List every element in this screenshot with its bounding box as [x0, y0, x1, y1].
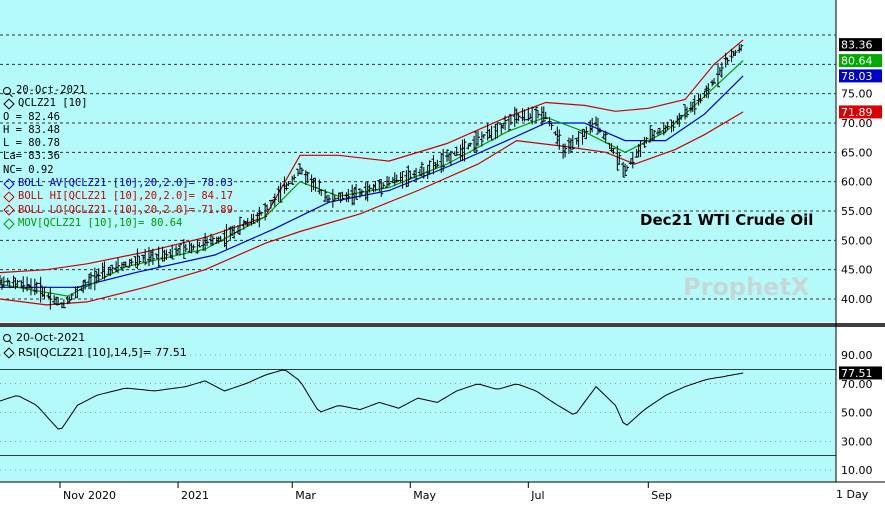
diamond-icon [3, 204, 15, 216]
readout-open-text: O = 82.46 [3, 110, 60, 123]
readout-low: L = 80.78 [3, 137, 233, 150]
readout-high: H = 83.48 [3, 124, 233, 137]
magnifier-icon [3, 86, 11, 95]
chart-title: Dec21 WTI Crude Oil [640, 211, 814, 229]
price-badge-label: 80.64 [841, 55, 873, 68]
series-line-lo [0, 111, 744, 306]
time-tick-label: Jul [530, 489, 544, 502]
diamond-icon [3, 217, 15, 230]
rsi-badge-label: 77.51 [841, 367, 873, 380]
time-tick-label: Nov 2020 [63, 489, 116, 502]
time-tick-label: Mar [295, 489, 316, 502]
readout-open: O = 82.46 [3, 111, 233, 124]
readout-boll-av-text: BOLL AV[QCLZ21 [10],20,2.0]= 78.03 [18, 177, 233, 190]
rsi-readout: 20-Oct-2021 RSI[QCLZ21 [10],14,5]= 77.51 [3, 331, 187, 360]
diamond-icon [3, 347, 15, 359]
readout-symbol-row: QCLZ21 [10] [3, 97, 233, 110]
readout-boll-lo: BOLL LO[QCLZ21 [10],20,2.0]= 71.89 [3, 204, 233, 217]
readout-boll-hi-text: BOLL HI[QCLZ21 [10],20,2.0]= 84.17 [18, 190, 233, 203]
magnifier-icon [3, 334, 11, 343]
price-badge [839, 69, 882, 83]
series-line-hi [0, 39, 744, 274]
price-readout: 20-Oct-2021 QCLZ21 [10] O = 82.46 H = 83… [3, 84, 233, 230]
readout-change-text: NC= 0.92 [3, 163, 54, 176]
readout-change: NC= 0.92 [3, 164, 233, 177]
rsi-tick-label: 70.00 [841, 378, 873, 391]
price-badge [839, 105, 882, 119]
readout-date-row: 20-Oct-2021 [3, 84, 233, 97]
price-badge-label: 71.89 [841, 106, 873, 119]
diamond-icon [3, 178, 15, 190]
rsi-tick-label: 30.00 [841, 435, 873, 448]
rsi-label: RSI[QCLZ21 [10],14,5]= 77.51 [18, 345, 187, 359]
series-line-avg [0, 75, 744, 288]
price-tick-label: 50.00 [841, 234, 873, 247]
rsi-tick-label: 50.00 [841, 407, 873, 420]
readout-symbol: QCLZ21 [10] [18, 97, 88, 110]
price-tick-label: 45.00 [841, 264, 873, 277]
diamond-icon [3, 98, 15, 110]
readout-mov-text: MOV[QCLZ21 [10],10]= 80.64 [18, 216, 183, 229]
price-tick-label: 75.00 [841, 88, 873, 101]
price-axis-background [836, 0, 885, 322]
time-tick-label: May [413, 489, 436, 502]
price-badge-label: 78.03 [841, 70, 873, 83]
readout-boll-av: BOLL AV[QCLZ21 [10],20,2.0]= 78.03 [3, 177, 233, 190]
time-tick-label: Sep [651, 489, 672, 502]
time-tick-label: 2021 [181, 489, 209, 502]
price-plot-background [0, 0, 836, 322]
rsi-badge [839, 366, 882, 380]
price-tick-label: 60.00 [841, 176, 873, 189]
series-line-rsi [0, 369, 744, 430]
readout-last-text: La= 83.36 [3, 150, 60, 163]
price-tick-label: 65.00 [841, 146, 873, 159]
rsi-plot-background [0, 327, 836, 482]
price-badge [839, 38, 882, 52]
rsi-tick-label: 10.00 [841, 464, 873, 477]
rsi-label-row: RSI[QCLZ21 [10],14,5]= 77.51 [3, 346, 187, 361]
price-tick-label: 40.00 [841, 293, 873, 306]
rsi-date-row: 20-Oct-2021 [3, 331, 187, 346]
readout-mov: MOV[QCLZ21 [10],10]= 80.64 [3, 217, 233, 230]
rsi-tick-label: 90.00 [841, 349, 873, 362]
price-badge [839, 54, 882, 68]
readout-boll-lo-text: BOLL LO[QCLZ21 [10],20,2.0]= 71.89 [18, 203, 233, 216]
readout-date: 20-Oct-2021 [16, 84, 86, 96]
readout-high-text: H = 83.48 [3, 123, 60, 136]
rsi-date: 20-Oct-2021 [16, 331, 86, 344]
watermark-logo: ProphetX [683, 273, 810, 301]
price-badge-label: 83.36 [841, 39, 873, 52]
readout-low-text: L = 80.78 [3, 137, 60, 150]
readout-boll-hi: BOLL HI[QCLZ21 [10],20,2.0]= 84.17 [3, 190, 233, 203]
timeframe-label[interactable]: 1 Day [836, 488, 869, 501]
readout-last: La= 83.36 [3, 150, 233, 163]
price-tick-label: 70.00 [841, 117, 873, 130]
diamond-icon [3, 191, 15, 203]
price-tick-label: 55.00 [841, 205, 873, 218]
